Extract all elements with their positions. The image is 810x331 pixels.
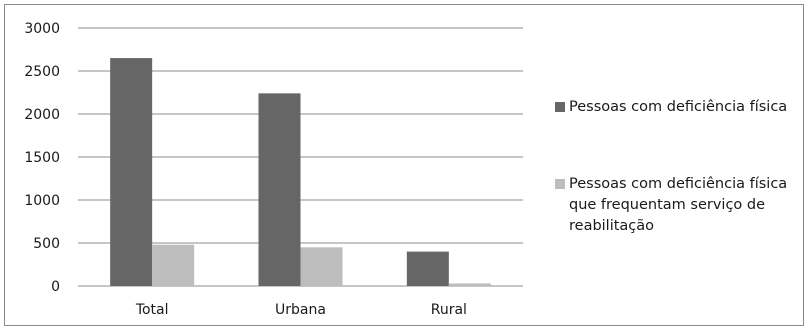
bar-urbana-series-2 <box>300 247 343 286</box>
y-tick-label-1: 500 <box>33 236 60 252</box>
x-tick-label-rural: Rural <box>431 302 467 318</box>
y-tick-label-2: 1000 <box>24 193 60 209</box>
y-tick-label-4: 2000 <box>24 107 60 123</box>
bar-total-series-1 <box>110 58 153 286</box>
y-tick-label-3: 1500 <box>24 150 60 166</box>
bar-urbana-series-1 <box>258 93 301 286</box>
y-tick-label-5: 2500 <box>24 64 60 80</box>
legend-swatch-2 <box>555 179 565 189</box>
legend-label-2-line-2: que frequentam serviço de <box>569 197 765 213</box>
legend-swatch-1 <box>555 102 565 112</box>
x-tick-label-total: Total <box>135 302 169 318</box>
legend-label-1-line-1: Pessoas com deficiência física <box>569 99 787 115</box>
legend-label-2-line-1: Pessoas com deficiência física <box>569 176 787 192</box>
y-tick-label-0: 0 <box>51 279 60 295</box>
bar-rural-series-2 <box>448 283 491 286</box>
bar-total-series-2 <box>152 244 195 286</box>
y-tick-label-6: 3000 <box>24 21 60 37</box>
x-tick-label-urbana: Urbana <box>275 302 326 318</box>
bar-rural-series-1 <box>406 251 449 286</box>
legend-label-2-line-3: reabilitação <box>569 218 654 234</box>
